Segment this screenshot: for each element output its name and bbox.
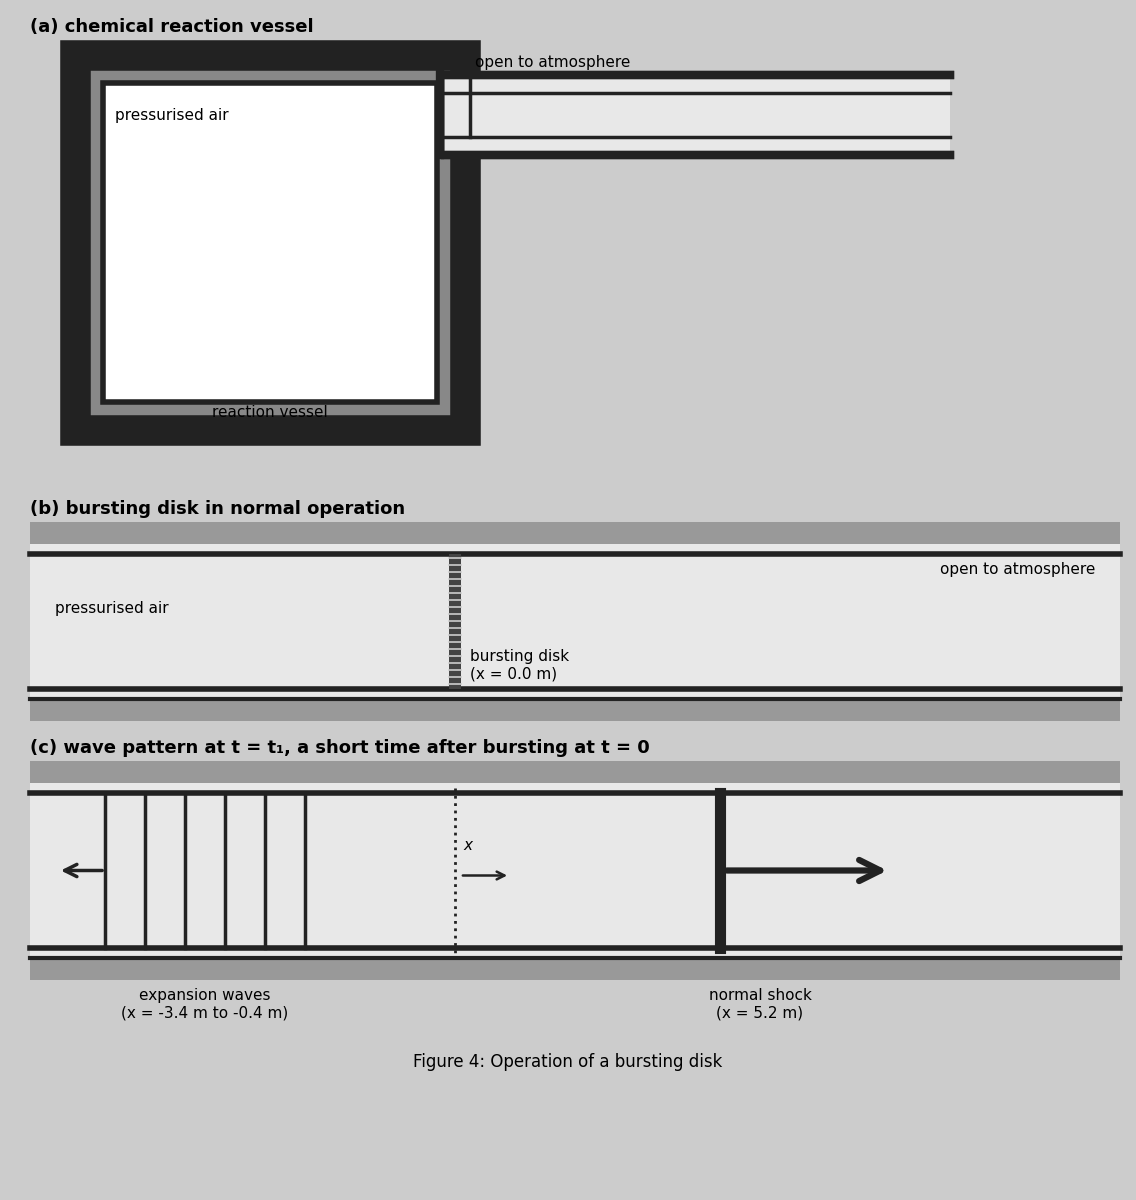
Bar xyxy=(30,958,1120,980)
Bar xyxy=(30,544,1120,698)
Text: normal shock
(x = 5.2 m): normal shock (x = 5.2 m) xyxy=(709,988,811,1020)
Bar xyxy=(103,83,437,402)
Bar xyxy=(75,55,465,430)
Text: Figure 4: Operation of a bursting disk: Figure 4: Operation of a bursting disk xyxy=(414,1054,722,1070)
Bar xyxy=(30,782,1120,958)
Text: pressurised air: pressurised air xyxy=(115,108,228,122)
Bar xyxy=(30,761,1120,782)
Text: (b) bursting disk in normal operation: (b) bursting disk in normal operation xyxy=(30,500,406,518)
Text: pressurised air: pressurised air xyxy=(55,601,168,617)
Text: expansion waves
(x = -3.4 m to -0.4 m): expansion waves (x = -3.4 m to -0.4 m) xyxy=(122,988,289,1020)
Bar xyxy=(30,698,1120,721)
Text: open to atmosphere: open to atmosphere xyxy=(939,562,1095,577)
Text: x: x xyxy=(463,838,471,852)
Bar xyxy=(445,74,950,155)
Bar xyxy=(449,554,461,689)
Text: (c) wave pattern at t = t₁, a short time after bursting at t = 0: (c) wave pattern at t = t₁, a short time… xyxy=(30,739,650,757)
Text: (a) chemical reaction vessel: (a) chemical reaction vessel xyxy=(30,18,314,36)
Text: reaction vessel: reaction vessel xyxy=(212,404,328,420)
Bar xyxy=(30,522,1120,544)
Text: bursting disk
(x = 0.0 m): bursting disk (x = 0.0 m) xyxy=(470,649,569,682)
Text: open to atmosphere: open to atmosphere xyxy=(475,55,630,70)
